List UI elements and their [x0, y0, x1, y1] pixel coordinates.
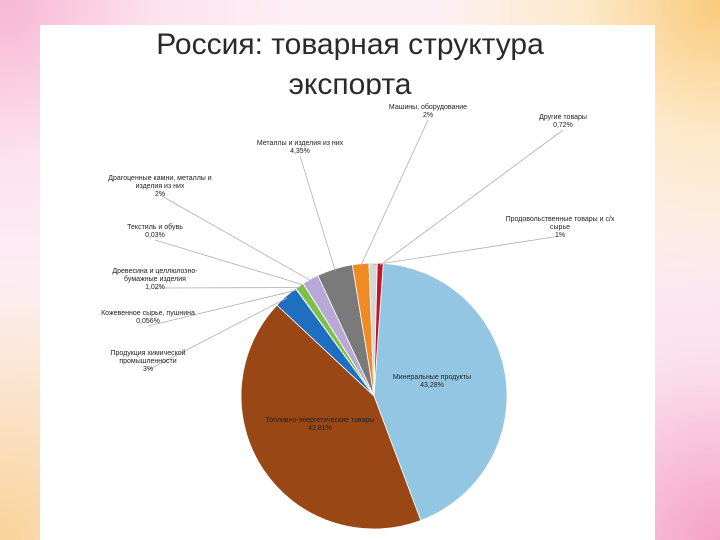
category-label: Текстиль и обувь — [127, 224, 183, 231]
value-label: 0,03% — [145, 232, 165, 239]
category-label: Машины, оборудование — [388, 104, 468, 111]
value-label: 43,28% — [420, 382, 444, 389]
slice-label: Другие товары 0,72% — [518, 114, 608, 130]
value-label: 0,056% — [136, 318, 160, 325]
value-label: 0,72% — [553, 122, 573, 129]
category-label: Древесина и целлюлозно-бумажные изделия — [112, 268, 198, 283]
category-label: Продукция химической промышленности — [110, 350, 186, 365]
category-label: Драгоценные камни, металлы и изделия из … — [108, 175, 212, 190]
slice-label: Продукция химической промышленности 3% — [93, 350, 203, 374]
leader-line — [159, 194, 312, 282]
value-label: 2% — [422, 112, 434, 119]
slice-label: Металлы и изделия из них 4,35% — [245, 140, 355, 156]
leader-line — [154, 239, 305, 286]
leader-line — [147, 297, 288, 371]
category-label: Другие товары — [539, 114, 587, 121]
category-label: Минеральные продукты — [392, 374, 472, 381]
slice-label: Топливно-энергетические товары 42,81% — [265, 417, 375, 433]
category-label: Продовольственные товары и с/х сырье — [505, 216, 615, 231]
slide-title: Россия: товарная структура экспорта — [156, 28, 544, 95]
value-label: 42,81% — [308, 425, 332, 432]
value-label: 1% — [554, 232, 566, 239]
slice-label: Кожевенное сырье, пушнина 0,056% — [88, 310, 208, 326]
category-label: Топливно-энергетические товары — [265, 417, 375, 424]
leader-line — [373, 235, 561, 266]
value-label: 1,02% — [145, 284, 165, 291]
slice-label: Текстиль и обувь 0,03% — [110, 224, 200, 240]
slice-label: Продовольственные товары и с/х сырье 1% — [495, 216, 625, 240]
slice-label: Древесина и целлюлозно-бумажные изделия 1… — [100, 268, 210, 292]
value-label: 2% — [154, 191, 166, 198]
category-label: Металлы и изделия из них — [256, 140, 344, 147]
pie-slice — [240, 304, 422, 530]
leader-line — [299, 155, 336, 271]
slice-label: Минеральные продукты 43,28% — [377, 374, 487, 390]
slice-label: Драгоценные камни, металлы и изделия из … — [100, 175, 220, 199]
value-label: 3% — [142, 366, 154, 373]
leader-line — [147, 289, 298, 327]
leader-line — [360, 119, 429, 266]
pie-slice — [373, 262, 508, 522]
category-label: Кожевенное сырье, пушнина — [101, 310, 195, 317]
leader-line — [379, 129, 564, 266]
slice-label: Машины, оборудование 2% — [373, 104, 483, 120]
value-label: 4,35% — [290, 148, 310, 155]
